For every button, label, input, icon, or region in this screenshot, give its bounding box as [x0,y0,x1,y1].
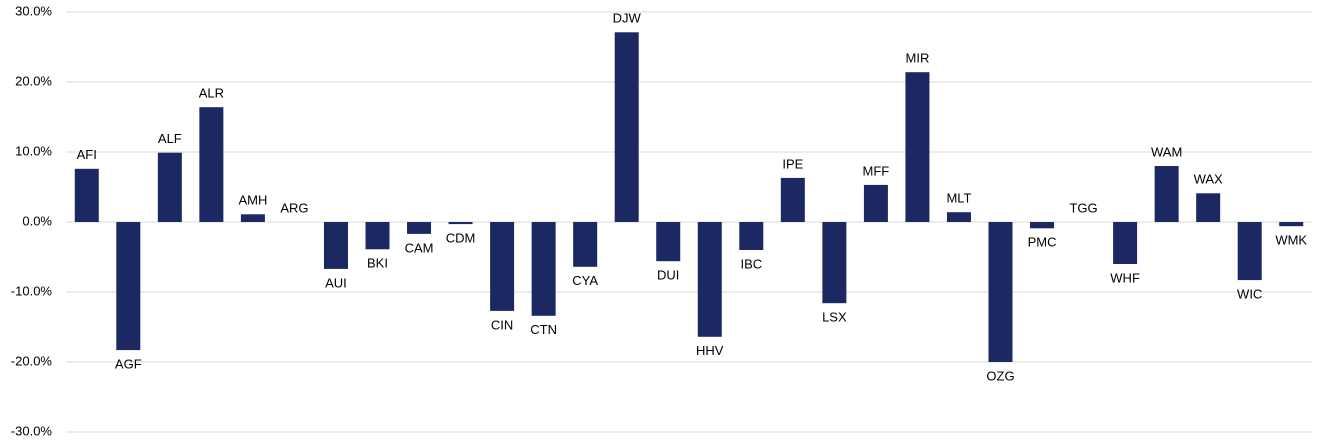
category-label: AFI [77,147,97,162]
bar [407,222,432,234]
category-label: ARG [280,200,308,215]
category-label: CYA [572,273,598,288]
category-label: OZG [986,368,1014,383]
category-label: MLT [946,191,971,206]
category-label: BKI [367,256,388,271]
y-tick-label: -20.0% [11,353,53,368]
bar [531,222,556,316]
bar [240,214,265,222]
bar [614,32,639,222]
bar [1154,166,1179,222]
y-tick-label: 30.0% [15,3,52,18]
bar [780,177,805,222]
category-label: IBC [740,256,762,271]
category-label: WMK [1275,233,1307,248]
category-label: LSX [822,310,847,325]
category-label: WIC [1237,287,1262,302]
category-label: WAX [1194,172,1223,187]
category-label: ALR [199,86,224,101]
bar [656,222,681,262]
category-label: MIR [906,51,930,66]
bar [157,152,182,222]
category-label: IPE [782,156,803,171]
y-tick-label: 10.0% [15,143,52,158]
bar [490,222,515,311]
category-label: DJW [613,11,642,26]
category-label: WAM [1151,144,1182,159]
bar [822,222,847,304]
y-tick-label: 0.0% [22,213,52,228]
bar [323,222,348,269]
bar [905,72,930,222]
bar [946,212,971,222]
bar [1196,193,1221,222]
bar [448,222,473,225]
category-label: AGF [115,357,142,372]
category-label: CTN [530,322,557,337]
bar [199,107,224,222]
bar [1237,222,1262,281]
bar [697,222,722,337]
bar [988,222,1013,362]
bar [116,222,141,351]
bar [1113,222,1138,264]
category-label: MFF [863,163,890,178]
category-label: ALF [158,131,182,146]
category-label: AMH [238,193,267,208]
bar [1030,222,1055,229]
y-tick-label: -10.0% [11,283,53,298]
category-label: CAM [405,240,434,255]
bar [863,184,888,222]
y-tick-label: 20.0% [15,73,52,88]
bar [573,222,598,267]
category-label: TGG [1069,200,1097,215]
bar [739,222,764,250]
category-label: AUI [325,275,347,290]
category-label: WHF [1110,270,1140,285]
category-label: DUI [657,268,679,283]
category-label: CDM [446,231,476,246]
y-tick-label: -30.0% [11,423,53,438]
bar [1279,222,1304,227]
category-label: CIN [491,317,513,332]
category-label: PMC [1028,235,1057,250]
bar [365,222,390,250]
bar [74,168,99,222]
category-label: HHV [696,343,724,358]
